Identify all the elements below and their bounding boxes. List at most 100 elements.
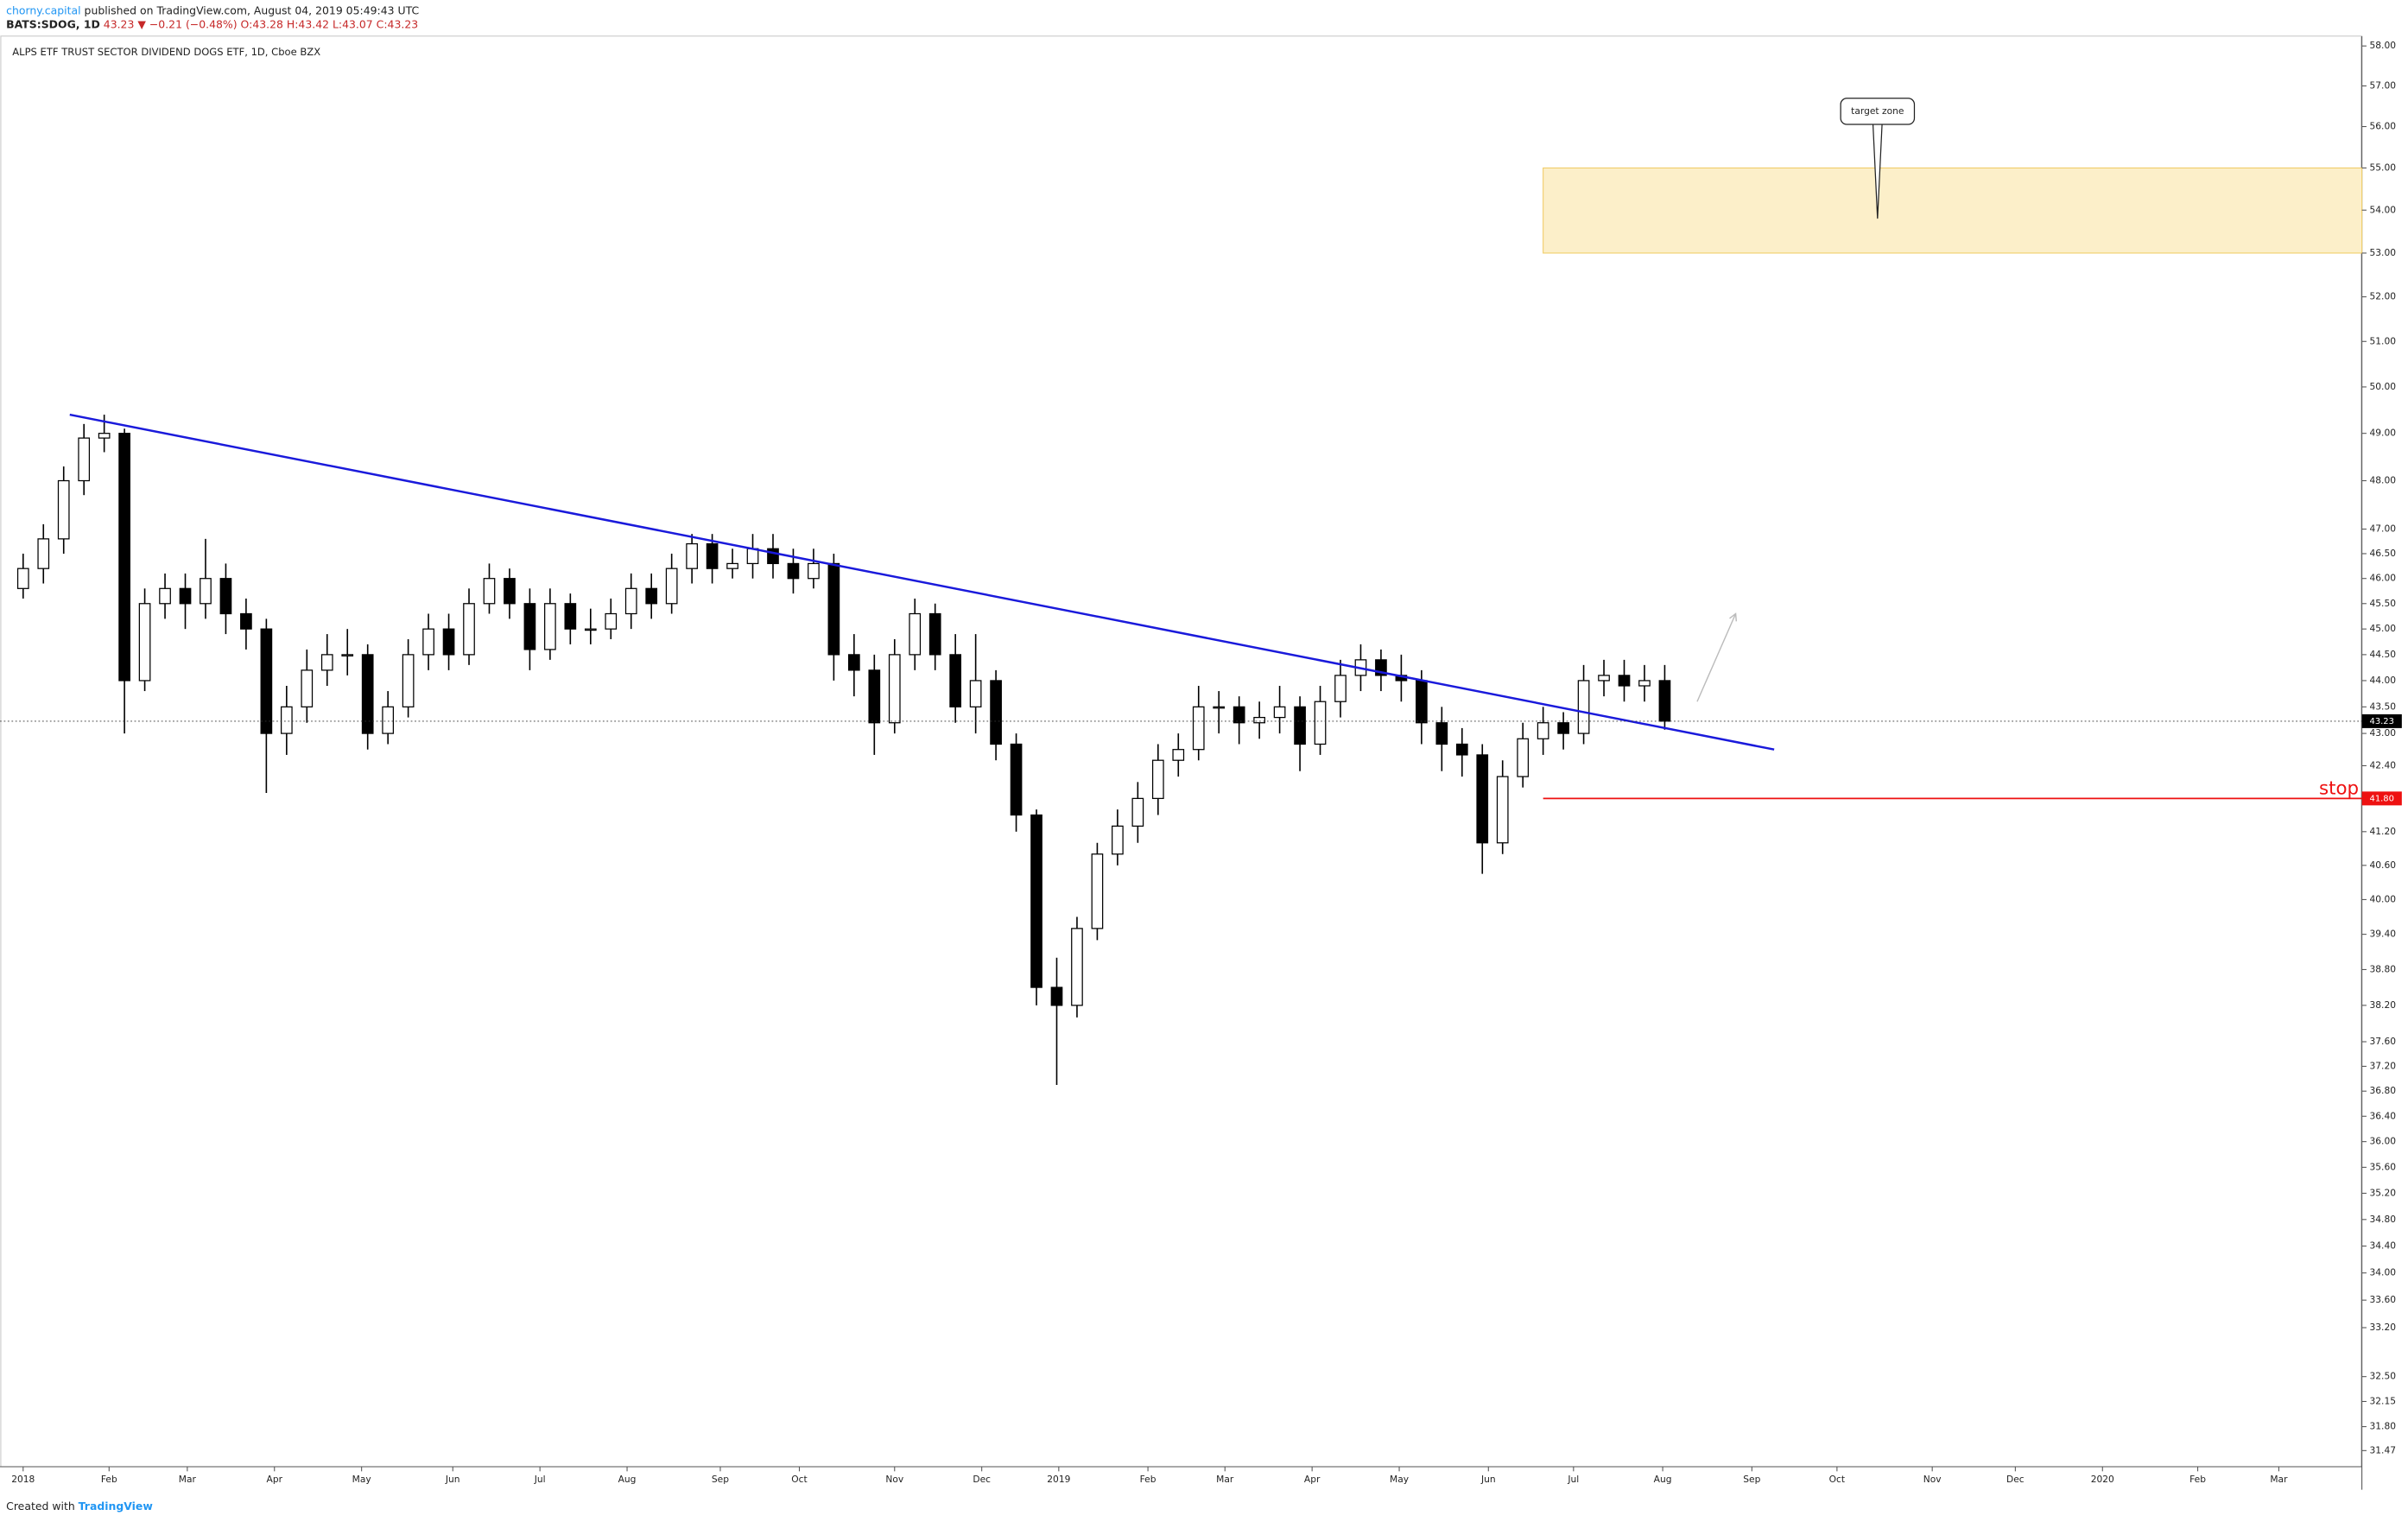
y-tick-label: 45.00 [2370, 623, 2397, 634]
candle-body [686, 542, 698, 569]
candle-body [1577, 680, 1590, 734]
candle-body [402, 654, 415, 707]
candle-body [1050, 986, 1063, 1006]
candle-body [1435, 722, 1448, 745]
y-tick-label: 49.00 [2370, 428, 2397, 439]
y-tick-label: 53.00 [2370, 247, 2397, 258]
candle-body [179, 587, 192, 605]
candle-body [1071, 928, 1083, 1006]
y-tick-label: 39.40 [2370, 929, 2397, 940]
candle-body [605, 612, 618, 630]
y-tick-label: 51.00 [2370, 335, 2397, 346]
candle-body [1314, 701, 1327, 745]
x-tick-label: Mar [179, 1474, 197, 1485]
callout-label: target zone [1851, 105, 1904, 117]
trendline [69, 413, 1775, 751]
candle-body [1618, 675, 1631, 687]
arrow-head [1729, 612, 1738, 622]
y-tick-label: 40.60 [2370, 859, 2397, 871]
candle-body [726, 562, 738, 569]
candle-body [787, 562, 800, 580]
y-tick-label: 34.00 [2370, 1267, 2397, 1278]
candle-body [584, 628, 597, 631]
x-tick-label: Jul [1567, 1474, 1579, 1485]
candle-body [523, 603, 536, 650]
candle-body [341, 654, 354, 656]
x-tick-label: Mar [1216, 1474, 1234, 1485]
candle-body [301, 669, 314, 707]
y-tick-label: 36.40 [2370, 1110, 2397, 1121]
candle-body [1253, 716, 1265, 724]
y-tick-label: 46.50 [2370, 548, 2397, 559]
x-tick-label: Aug [1654, 1474, 1672, 1485]
candle-body [159, 587, 171, 605]
candle-body [909, 612, 922, 656]
y-tick-label: 52.00 [2370, 291, 2397, 302]
candle-body [949, 654, 962, 707]
candle-body [1151, 759, 1164, 799]
last-price-label: 43.23 [2370, 717, 2394, 726]
candle-body [1172, 749, 1185, 761]
stop-label: stop [2319, 778, 2359, 800]
change: ▼ −0.21 (−0.48%) [137, 17, 237, 30]
y-tick-label: 33.20 [2370, 1322, 2397, 1333]
candle-body [990, 680, 1002, 745]
candle-body [1294, 706, 1306, 745]
footer-brand[interactable]: TradingView [79, 1500, 154, 1512]
candle-body [1638, 680, 1651, 687]
x-tick-label: Jun [1480, 1474, 1496, 1485]
candle-body [1112, 825, 1124, 855]
chart-title: ALPS ETF TRUST SECTOR DIVIDEND DOGS ETF,… [12, 46, 320, 58]
y-tick-label: 48.00 [2370, 475, 2397, 486]
ohlc: O:43.28 H:43.42 L:43.07 C:43.23 [241, 17, 419, 30]
x-tick-label: Nov [1923, 1474, 1942, 1485]
candle-body [1537, 722, 1549, 739]
candle-body [767, 548, 779, 565]
x-tick-label: 2020 [2091, 1474, 2114, 1485]
y-tick-label: 46.00 [2370, 573, 2397, 584]
candle-body [219, 578, 232, 615]
x-tick-label: Feb [101, 1474, 117, 1485]
candle-body [1476, 754, 1489, 844]
candle-body [98, 433, 111, 439]
candle-body [1496, 776, 1509, 844]
candle-body [361, 654, 374, 734]
last-price: 43.23 [104, 17, 135, 30]
y-tick-label: 40.00 [2370, 893, 2397, 904]
candle-body [1557, 722, 1569, 734]
candle-body [827, 562, 840, 656]
y-tick-label: 42.40 [2370, 759, 2397, 771]
candle-body [1517, 738, 1530, 777]
y-tick-label: 34.80 [2370, 1214, 2397, 1225]
y-tick-label: 43.00 [2370, 727, 2397, 739]
y-tick-label: 41.20 [2370, 826, 2397, 837]
candle-body [280, 706, 293, 734]
candle-body [200, 578, 212, 605]
x-tick-label: Dec [2006, 1474, 2025, 1485]
candle-body [422, 628, 434, 656]
candle-body [848, 654, 860, 671]
callout-pointer [1872, 123, 1883, 219]
x-tick-label: Dec [973, 1474, 991, 1485]
candle-body [1131, 797, 1144, 827]
y-tick-label: 37.60 [2370, 1036, 2397, 1047]
y-tick-label: 36.00 [2370, 1136, 2397, 1147]
x-tick-label: Apr [267, 1474, 283, 1485]
candle-body [1030, 814, 1042, 988]
x-tick-label: 2019 [1047, 1474, 1070, 1485]
y-tick-label: 43.50 [2370, 701, 2397, 712]
y-tick-label: 47.00 [2370, 523, 2397, 535]
x-tick-label: Sep [1743, 1474, 1760, 1485]
header-line: chorny.capital published on TradingView.… [6, 3, 419, 16]
x-tick-label: Oct [791, 1474, 807, 1485]
x-tick-label: Jul [534, 1474, 546, 1485]
y-tick-label: 56.00 [2370, 121, 2397, 132]
x-tick-label: Feb [2189, 1474, 2206, 1485]
candle-body [1416, 680, 1428, 724]
publisher[interactable]: chorny.capital [6, 3, 80, 16]
candle-body [320, 654, 333, 671]
y-tick-label: 54.00 [2370, 204, 2397, 215]
candle-body [16, 568, 29, 589]
y-tick-label: 58.00 [2370, 40, 2397, 51]
projection-arrow [1696, 613, 1737, 702]
